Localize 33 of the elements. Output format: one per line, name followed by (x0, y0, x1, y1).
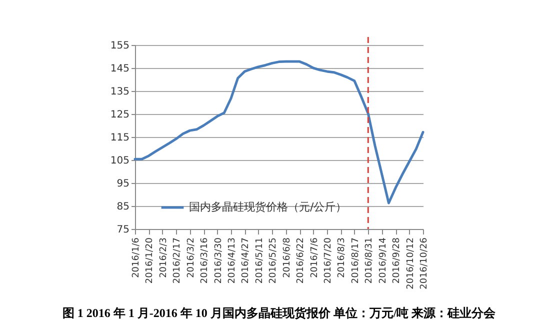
y-tick-label: 95 (116, 178, 130, 190)
y-tick-label: 85 (116, 202, 130, 212)
x-tick-label: 2016/6/22 (296, 238, 306, 284)
legend-label: 国内多晶硅现货价格（元/公斤） (189, 200, 347, 214)
x-tick-label: 2016/3/30 (214, 237, 224, 284)
x-tick-label: 2016/5/11 (254, 238, 265, 284)
y-tick-label: 75 (116, 224, 130, 236)
y-tick-label: 135 (110, 86, 130, 98)
x-tick-label: 2016/7/6 (310, 237, 320, 278)
x-tick-label: 2016/2/17 (172, 238, 183, 284)
x-tick-label: 2016/9/28 (392, 237, 402, 284)
x-tick-label: 2016/3/16 (200, 237, 210, 284)
x-tick-label: 2016/7/20 (324, 237, 334, 284)
x-tick-label: 2016/9/14 (378, 237, 388, 284)
x-tick-label: 2016/2/3 (158, 238, 169, 278)
x-tick-label: 2016/4/13 (228, 238, 238, 284)
caption: 图 1 2016 年 1 月-2016 年 10 月国内多晶硅现货报价 单位：万元/吨 来源：硅业分会 (62, 306, 497, 320)
x-tick-label: 2016/5/25 (268, 238, 279, 284)
y-tick-label: 145 (110, 64, 130, 74)
x-tick-label: 2016/3/2 (186, 238, 196, 278)
x-tick-label: 2016/6/8 (282, 237, 292, 278)
y-tick-label: 155 (110, 40, 130, 52)
y-tick-label: 105 (110, 156, 130, 166)
x-tick-label: 2016/8/17 (350, 238, 361, 284)
x-tick-label: 2016/8/3 (337, 238, 348, 278)
x-tick-label: 2016/1/20 (145, 237, 156, 284)
y-tick-label: 115 (110, 132, 130, 144)
x-tick-label: 2016/8/31 (364, 238, 375, 284)
x-tick-label: 2016/10/12 (406, 238, 416, 290)
x-tick-label: 2016/1/6 (132, 237, 142, 278)
x-tick-label: 2016/4/27 (241, 238, 252, 284)
x-tick-label: 2016/10/26 (420, 237, 430, 290)
y-tick-label: 125 (110, 110, 130, 120)
